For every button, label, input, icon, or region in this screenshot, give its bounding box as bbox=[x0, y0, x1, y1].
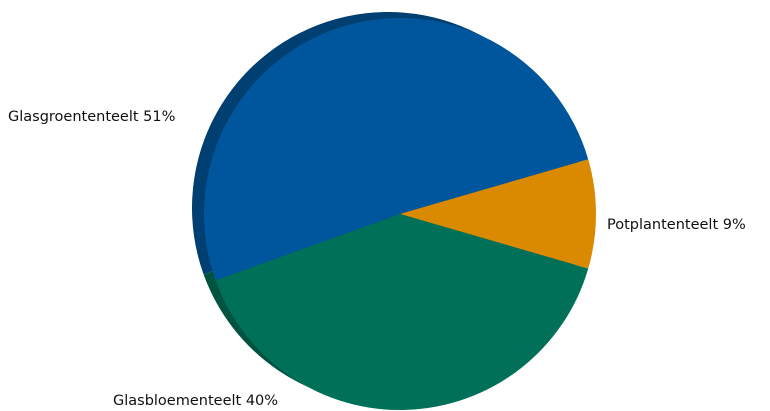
pie-slice-potplantenteelt bbox=[400, 159, 596, 269]
slice-label-potplantenteelt: Potplantenteelt 9% bbox=[607, 217, 746, 233]
slice-label-glasbloementeelt: Glasbloementeelt 40% bbox=[113, 393, 279, 409]
pie-slices-layer bbox=[204, 18, 596, 411]
slice-label-glasgroententeelt: Glasgroententeelt 51% bbox=[8, 109, 176, 125]
pie-slice-glasgroententeelt bbox=[204, 18, 589, 281]
pie-slice-glasbloementeelt bbox=[215, 214, 589, 411]
